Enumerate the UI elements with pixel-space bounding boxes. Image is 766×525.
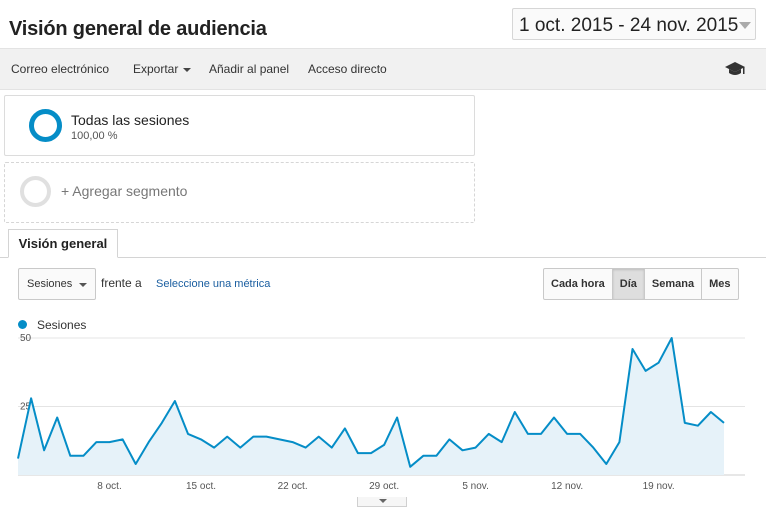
x-tick-label: 5 nov.: [462, 481, 489, 492]
granularity-month-button[interactable]: Mes: [701, 269, 737, 299]
date-range-picker[interactable]: 1 oct. 2015 - 24 nov. 2015: [512, 8, 756, 40]
export-label: Exportar: [133, 62, 179, 76]
add-segment-label: + Agregar segmento: [61, 183, 188, 199]
sessions-chart: 25 50 8 oct. 15 oct. 22 oct. 29 oct. 5 nov. 12 …: [17, 333, 745, 492]
series-line: [17, 337, 725, 468]
chart-expand-handle[interactable]: [357, 497, 407, 507]
x-tick-label: 29 oct.: [369, 481, 399, 492]
header: Visión general de audiencia 1 oct. 2015 …: [0, 0, 766, 48]
series-area: [18, 338, 724, 475]
segment-ring-icon: [29, 109, 62, 142]
tab-overview[interactable]: Visión general: [8, 229, 118, 258]
granularity-hour-button[interactable]: Cada hora: [551, 278, 605, 290]
date-range-text: 1 oct. 2015 - 24 nov. 2015: [519, 15, 739, 36]
versus-label: frente a: [101, 276, 142, 290]
segment-all-sessions[interactable]: Todas las sesiones 100,00 %: [4, 95, 475, 156]
segment-percent: 100,00 %: [71, 130, 118, 142]
add-to-dashboard-button[interactable]: Añadir al panel: [209, 62, 290, 76]
chevron-down-icon: [379, 499, 387, 503]
x-tick-label: 22 oct.: [278, 481, 308, 492]
x-tick-label: 15 oct.: [186, 481, 216, 492]
email-button[interactable]: Correo electrónico: [11, 62, 110, 76]
segment-name: Todas las sesiones: [71, 112, 190, 128]
chevron-down-icon: [739, 22, 751, 29]
x-tick-label: 8 oct.: [97, 481, 121, 492]
export-menu[interactable]: Exportar: [133, 62, 192, 76]
x-tick-label: 12 nov.: [551, 481, 583, 492]
add-segment-button[interactable]: + Agregar segmento: [4, 162, 475, 223]
granularity-toggle: Cada hora Día Semana Mes: [543, 268, 739, 300]
chevron-down-icon: [183, 67, 192, 72]
shortcut-button[interactable]: Acceso directo: [308, 62, 387, 76]
graduation-cap-icon[interactable]: [724, 60, 746, 78]
legend-dot: [18, 320, 27, 329]
legend-label: Sesiones: [37, 318, 87, 332]
segment-placeholder-icon: [20, 176, 51, 207]
granularity-week-button[interactable]: Semana: [643, 269, 701, 299]
report-toolbar: Correo electrónico Exportar Añadir al pa…: [0, 48, 766, 90]
metric-select-value: Sesiones: [27, 278, 73, 290]
page-title: Visión general de audiencia: [9, 18, 267, 40]
metric-select[interactable]: Sesiones: [18, 268, 96, 300]
granularity-day-button[interactable]: Día: [611, 269, 644, 299]
tabs-divider: [0, 257, 766, 258]
y-tick-label: 50: [20, 333, 32, 344]
chevron-down-icon: [79, 283, 87, 287]
x-tick-label: 19 nov.: [643, 481, 675, 492]
select-metric-link[interactable]: Seleccione una métrica: [156, 278, 271, 290]
y-tick-label: 25: [20, 402, 32, 413]
